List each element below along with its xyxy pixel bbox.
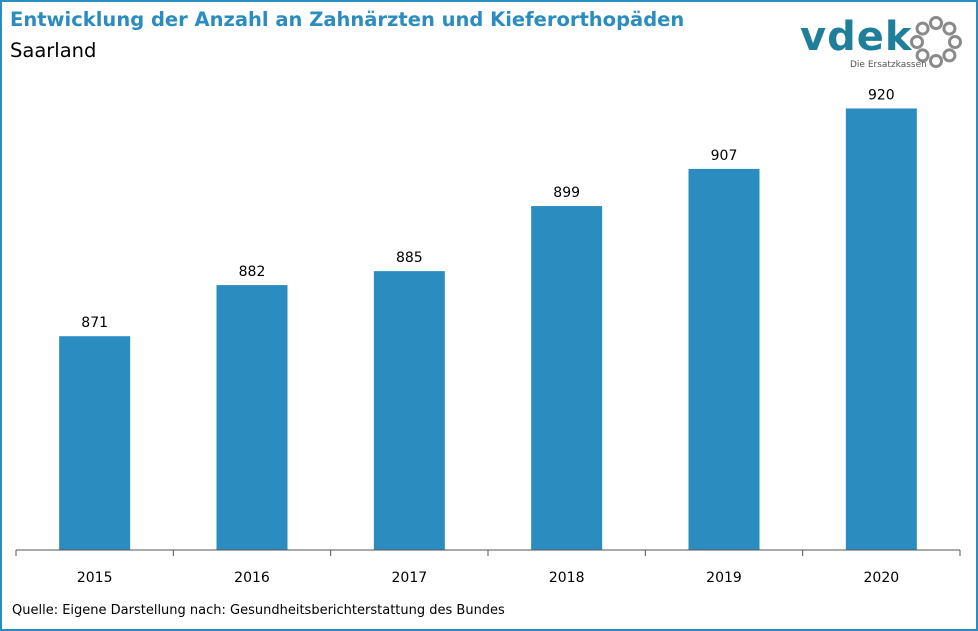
- logo-ring-dot: [929, 16, 943, 30]
- chart-subtitle: Saarland: [10, 39, 97, 62]
- value-label-2017: 885: [396, 250, 423, 266]
- value-label-2018: 899: [553, 185, 580, 201]
- x-tick-label-2020: 2020: [864, 570, 900, 586]
- bar-2020: [845, 108, 917, 550]
- source-note: Quelle: Eigene Darstellung nach: Gesundh…: [12, 603, 505, 618]
- x-tick-label-2019: 2019: [706, 570, 742, 586]
- value-label-2019: 907: [711, 148, 738, 164]
- value-label-2015: 871: [81, 315, 108, 331]
- logo-ring-dot: [948, 35, 962, 49]
- x-tick-label-2017: 2017: [392, 570, 428, 586]
- chart-title: Entwicklung der Anzahl an Zahnärzten und…: [10, 8, 685, 31]
- logo-ring-dot: [915, 48, 930, 63]
- x-tick-label-2015: 2015: [77, 570, 113, 586]
- x-tick-label-2016: 2016: [234, 570, 270, 586]
- bar-2015: [59, 336, 131, 550]
- bar-2016: [216, 285, 288, 550]
- x-tick-label-2018: 2018: [549, 570, 585, 586]
- value-label-2016: 882: [239, 264, 266, 280]
- logo-ring-dot: [915, 21, 930, 36]
- bar-2019: [688, 168, 760, 550]
- value-label-2020: 920: [868, 87, 895, 103]
- logo-tagline: Die Ersatzkassen: [850, 60, 927, 70]
- bar-2017: [373, 271, 445, 550]
- vdek-logo: vdek Die Ersatzkassen: [800, 14, 970, 76]
- dotted-ring-icon: [910, 16, 962, 68]
- bar-chart: 871 882 885 899 907 920 2015 2016 2017 2018 2019 2…: [15, 87, 961, 586]
- bar-2018: [531, 206, 603, 551]
- logo-ring-dot: [929, 54, 943, 68]
- logo-wordmark: vdek: [800, 14, 913, 60]
- logo-ring-dot: [942, 21, 957, 36]
- logo-ring-dot: [910, 35, 924, 49]
- logo-ring-dot: [942, 48, 957, 63]
